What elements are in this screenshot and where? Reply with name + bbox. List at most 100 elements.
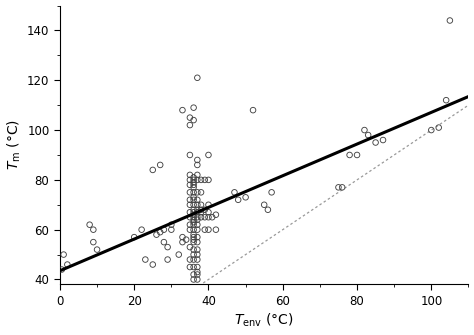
Point — [156, 229, 164, 235]
Point — [160, 240, 168, 245]
X-axis label: $T_{\mathrm{env}}$ (°C): $T_{\mathrm{env}}$ (°C) — [235, 312, 294, 329]
Point — [197, 207, 205, 212]
Point — [190, 217, 197, 222]
Point — [197, 190, 205, 195]
Point — [190, 222, 197, 227]
Point — [193, 234, 201, 240]
Point — [186, 190, 194, 195]
Point — [379, 137, 387, 143]
Point — [193, 277, 201, 282]
Point — [160, 227, 168, 232]
Point — [190, 247, 197, 252]
Point — [193, 264, 201, 270]
Point — [142, 257, 149, 262]
Point — [190, 214, 197, 220]
Point — [335, 185, 342, 190]
Point — [193, 162, 201, 168]
Point — [186, 245, 194, 250]
Point — [93, 247, 101, 252]
Point — [179, 234, 186, 240]
Point — [193, 207, 201, 212]
Point — [193, 247, 201, 252]
Point — [164, 257, 172, 262]
Point — [138, 227, 146, 232]
Point — [167, 227, 175, 232]
Point — [193, 202, 201, 207]
Point — [209, 214, 216, 220]
Point — [130, 234, 138, 240]
Point — [190, 105, 197, 110]
Point — [193, 240, 201, 245]
Point — [353, 152, 361, 158]
Point — [264, 207, 272, 212]
Point — [201, 177, 209, 183]
Point — [86, 222, 93, 227]
Point — [190, 227, 197, 232]
Point — [338, 185, 346, 190]
Point — [190, 257, 197, 262]
Point — [190, 207, 197, 212]
Point — [193, 227, 201, 232]
Point — [179, 108, 186, 113]
Point — [190, 190, 197, 195]
Point — [186, 264, 194, 270]
Point — [197, 202, 205, 207]
Point — [193, 222, 201, 227]
Point — [90, 227, 97, 232]
Point — [149, 262, 156, 267]
Point — [205, 152, 212, 158]
Point — [190, 252, 197, 257]
Point — [428, 127, 435, 133]
Point — [201, 214, 209, 220]
Point — [193, 197, 201, 202]
Point — [435, 125, 443, 130]
Point — [156, 162, 164, 168]
Point — [205, 214, 212, 220]
Point — [164, 245, 172, 250]
Point — [186, 214, 194, 220]
Point — [175, 252, 182, 257]
Y-axis label: $T_{\mathrm{m}}$ (°C): $T_{\mathrm{m}}$ (°C) — [6, 120, 23, 171]
Point — [190, 175, 197, 180]
Point — [361, 127, 368, 133]
Point — [153, 232, 160, 237]
Point — [346, 152, 354, 158]
Point — [442, 97, 450, 103]
Point — [186, 177, 194, 183]
Point — [190, 272, 197, 277]
Point — [212, 227, 219, 232]
Point — [64, 262, 71, 267]
Point — [197, 210, 205, 215]
Point — [190, 202, 197, 207]
Point — [193, 252, 201, 257]
Point — [186, 222, 194, 227]
Point — [365, 132, 372, 138]
Point — [190, 118, 197, 123]
Point — [446, 18, 454, 23]
Point — [190, 182, 197, 188]
Point — [179, 240, 186, 245]
Point — [186, 152, 194, 158]
Point — [186, 227, 194, 232]
Point — [260, 202, 268, 207]
Point — [149, 167, 156, 173]
Point — [205, 227, 212, 232]
Point — [186, 257, 194, 262]
Point — [186, 210, 194, 215]
Point — [190, 185, 197, 190]
Point — [231, 190, 238, 195]
Point — [234, 197, 242, 202]
Point — [190, 240, 197, 245]
Point — [190, 180, 197, 185]
Point — [190, 177, 197, 183]
Point — [182, 237, 190, 242]
Point — [190, 210, 197, 215]
Point — [190, 234, 197, 240]
Point — [268, 190, 275, 195]
Point — [193, 177, 201, 183]
Point — [193, 75, 201, 80]
Point — [190, 264, 197, 270]
Point — [90, 240, 97, 245]
Point — [201, 227, 209, 232]
Point — [201, 207, 209, 212]
